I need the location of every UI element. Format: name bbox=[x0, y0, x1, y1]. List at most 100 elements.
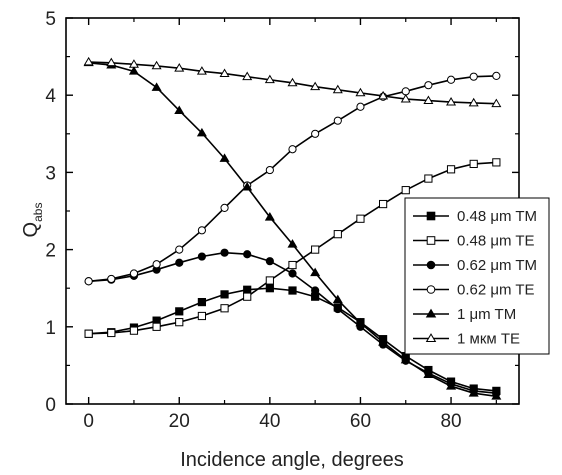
legend-marker-2 bbox=[426, 260, 436, 270]
point-3-3 bbox=[152, 260, 161, 269]
y-tick-label-4: 4 bbox=[45, 86, 56, 107]
point-4-5 bbox=[196, 127, 207, 137]
point-3-2 bbox=[129, 269, 139, 278]
point-2-10 bbox=[311, 286, 320, 295]
legend-marker-0 bbox=[426, 211, 436, 221]
point-0-4 bbox=[175, 307, 184, 316]
point-3-17 bbox=[469, 72, 478, 81]
y-axis-title: Qabs bbox=[20, 203, 45, 238]
point-1-0 bbox=[84, 329, 93, 338]
point-3-6 bbox=[220, 203, 229, 213]
point-0-9 bbox=[288, 286, 297, 295]
legend-marker-1 bbox=[426, 236, 436, 245]
point-1-12 bbox=[356, 214, 365, 223]
point-5-3 bbox=[151, 60, 162, 70]
point-5-18 bbox=[491, 98, 502, 108]
point-1-8 bbox=[265, 276, 274, 285]
point-2-4 bbox=[175, 258, 184, 267]
point-4-11 bbox=[332, 294, 343, 304]
point-1-5 bbox=[197, 311, 207, 321]
point-4-7 bbox=[242, 181, 253, 191]
point-1-14 bbox=[401, 186, 410, 195]
point-1-7 bbox=[243, 292, 252, 301]
series-points-3 bbox=[84, 71, 501, 286]
point-3-4 bbox=[175, 245, 184, 254]
legend-marker-3 bbox=[426, 285, 436, 294]
point-1-18 bbox=[492, 158, 501, 167]
point-2-8 bbox=[265, 257, 274, 266]
point-5-12 bbox=[355, 87, 366, 97]
y-tick-label-0: 0 bbox=[45, 395, 56, 416]
x-tick-label-1: 20 bbox=[169, 411, 190, 432]
point-5-6 bbox=[219, 68, 230, 77]
x-tick-label-4: 80 bbox=[440, 411, 461, 432]
point-1-13 bbox=[379, 199, 388, 209]
point-4-12 bbox=[355, 317, 366, 327]
legend-label-1: 0.48 μm TE bbox=[457, 233, 535, 250]
x-tick-label-2: 40 bbox=[259, 411, 280, 432]
point-5-0 bbox=[83, 56, 94, 66]
y-axis-title-main: Q bbox=[20, 222, 42, 238]
svg-text:Qabs: Qabs bbox=[20, 203, 45, 238]
point-1-15 bbox=[424, 174, 433, 183]
point-0-8 bbox=[265, 284, 274, 293]
point-3-14 bbox=[401, 87, 410, 96]
series-points-5 bbox=[83, 56, 502, 108]
y-tick-label-3: 3 bbox=[45, 163, 56, 184]
point-4-8 bbox=[264, 212, 275, 221]
point-4-18 bbox=[491, 391, 502, 400]
point-4-14 bbox=[400, 354, 411, 364]
point-1-9 bbox=[288, 260, 297, 270]
point-2-6 bbox=[220, 248, 229, 257]
point-3-5 bbox=[197, 226, 206, 235]
legend-marker-4 bbox=[425, 308, 437, 318]
point-5-11 bbox=[332, 84, 343, 94]
y-axis-title-subscript: abs bbox=[31, 203, 45, 222]
point-1-16 bbox=[446, 165, 456, 174]
legend-marker-5 bbox=[425, 333, 437, 343]
point-5-2 bbox=[128, 59, 139, 68]
legend-box bbox=[404, 197, 550, 355]
point-3-1 bbox=[107, 274, 116, 284]
legend: 0.48 μm TM 0.48 μm TE 0.62 μm TM 0.62 μm TE… bbox=[404, 197, 550, 355]
axis-ticks: 0 20 40 60 80 0 1 2 3 4 5 bbox=[45, 9, 519, 432]
point-5-13 bbox=[378, 90, 389, 100]
y-tick-label-1: 1 bbox=[45, 318, 56, 339]
legend-label-5: 1 мкм TE bbox=[457, 331, 520, 348]
point-0-5 bbox=[197, 297, 207, 307]
point-5-4 bbox=[174, 63, 185, 72]
point-5-9 bbox=[287, 77, 298, 87]
point-1-2 bbox=[129, 326, 139, 335]
point-4-2 bbox=[128, 66, 139, 75]
x-tick-label-3: 60 bbox=[350, 411, 371, 432]
point-4-13 bbox=[378, 337, 389, 346]
point-3-16 bbox=[446, 75, 456, 84]
point-5-16 bbox=[446, 97, 457, 106]
point-0-6 bbox=[220, 290, 229, 299]
point-3-10 bbox=[311, 129, 320, 138]
point-4-4 bbox=[174, 105, 185, 115]
point-3-18 bbox=[492, 71, 501, 81]
y-tick-label-5: 5 bbox=[45, 9, 56, 30]
series-points-4 bbox=[83, 57, 502, 400]
point-5-5 bbox=[196, 66, 207, 75]
point-0-7 bbox=[243, 285, 252, 294]
point-3-15 bbox=[424, 81, 433, 90]
point-1-10 bbox=[311, 245, 320, 254]
point-3-9 bbox=[288, 145, 297, 154]
point-1-6 bbox=[220, 304, 229, 313]
point-1-3 bbox=[152, 322, 161, 331]
legend-label-0: 0.48 μm TM bbox=[457, 208, 537, 225]
point-3-0 bbox=[84, 277, 93, 286]
y-tick-label-2: 2 bbox=[45, 241, 56, 262]
point-5-7 bbox=[242, 71, 253, 81]
point-5-17 bbox=[468, 97, 479, 107]
x-axis-title: Incidence angle, degrees bbox=[180, 449, 404, 471]
legend-label-3: 0.62 μm TE bbox=[457, 282, 535, 299]
point-3-8 bbox=[265, 165, 274, 175]
point-1-11 bbox=[333, 230, 342, 239]
point-4-10 bbox=[310, 267, 321, 277]
point-5-8 bbox=[264, 74, 275, 84]
point-1-17 bbox=[469, 159, 478, 169]
point-1-1 bbox=[107, 328, 116, 338]
